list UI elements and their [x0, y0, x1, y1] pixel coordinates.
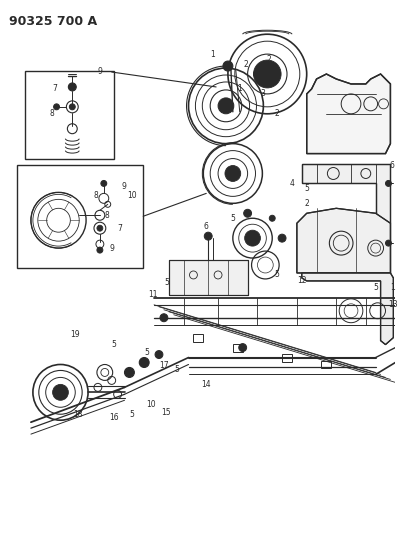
Circle shape	[239, 344, 247, 352]
Text: 9: 9	[121, 182, 126, 191]
Text: 2: 2	[243, 60, 248, 69]
Text: 8: 8	[94, 191, 98, 200]
Bar	[322, 360, 331, 368]
Text: 3: 3	[260, 90, 265, 99]
Bar	[282, 353, 292, 361]
Text: 9: 9	[98, 67, 102, 76]
Text: 2: 2	[275, 109, 280, 118]
Text: 5: 5	[275, 270, 280, 279]
Circle shape	[101, 181, 107, 187]
Text: 7: 7	[117, 224, 122, 233]
Text: 5: 5	[164, 278, 169, 287]
Text: 10: 10	[146, 400, 156, 409]
Text: 8: 8	[49, 109, 54, 118]
Text: 1: 1	[210, 50, 214, 59]
Circle shape	[254, 60, 281, 88]
Text: 11: 11	[148, 290, 158, 300]
Text: 6: 6	[204, 222, 209, 231]
Bar	[25, 71, 114, 158]
Circle shape	[53, 384, 68, 400]
Text: 8: 8	[104, 211, 109, 220]
Text: 7: 7	[52, 84, 57, 93]
Text: 5: 5	[129, 410, 134, 419]
Text: 1: 1	[390, 284, 395, 293]
Circle shape	[124, 367, 134, 377]
Bar	[233, 344, 243, 352]
Circle shape	[139, 358, 149, 367]
Text: 10: 10	[128, 191, 137, 200]
Text: 2: 2	[267, 54, 272, 63]
Text: 5: 5	[230, 214, 235, 223]
Polygon shape	[302, 273, 393, 345]
Text: 5: 5	[145, 348, 150, 357]
Circle shape	[68, 83, 76, 91]
Polygon shape	[302, 164, 390, 273]
Text: 5: 5	[174, 365, 179, 374]
Text: 14: 14	[202, 380, 211, 389]
Bar	[169, 260, 248, 295]
Circle shape	[386, 240, 392, 246]
Polygon shape	[307, 74, 390, 154]
Text: 12: 12	[297, 277, 306, 286]
Circle shape	[254, 70, 262, 78]
Circle shape	[269, 215, 275, 221]
Circle shape	[54, 104, 60, 110]
Circle shape	[244, 209, 252, 217]
Bar	[169, 260, 248, 295]
Text: 9: 9	[109, 244, 114, 253]
Circle shape	[97, 247, 103, 253]
Text: 15: 15	[161, 408, 171, 417]
Polygon shape	[297, 208, 390, 273]
Circle shape	[69, 104, 75, 110]
Text: 4: 4	[290, 179, 294, 188]
Text: 16: 16	[109, 413, 118, 422]
Text: 18: 18	[74, 410, 83, 419]
Circle shape	[223, 61, 233, 71]
Text: 19: 19	[70, 330, 80, 339]
Circle shape	[245, 230, 260, 246]
Text: 5: 5	[373, 284, 378, 293]
Circle shape	[97, 225, 103, 231]
Text: 5: 5	[304, 184, 309, 193]
Circle shape	[278, 234, 286, 242]
Text: 5: 5	[111, 340, 116, 349]
Bar	[194, 334, 203, 342]
Text: 1: 1	[237, 84, 242, 93]
Circle shape	[386, 181, 392, 187]
Text: 13: 13	[388, 300, 398, 309]
Text: 6: 6	[390, 161, 395, 170]
Circle shape	[160, 314, 168, 322]
Circle shape	[218, 98, 234, 114]
Circle shape	[225, 166, 241, 181]
Bar	[17, 165, 143, 268]
Text: 2: 2	[304, 199, 309, 208]
Text: 90325 700 A: 90325 700 A	[9, 15, 97, 28]
Circle shape	[204, 232, 212, 240]
Circle shape	[155, 351, 163, 359]
Text: 17: 17	[159, 361, 169, 370]
